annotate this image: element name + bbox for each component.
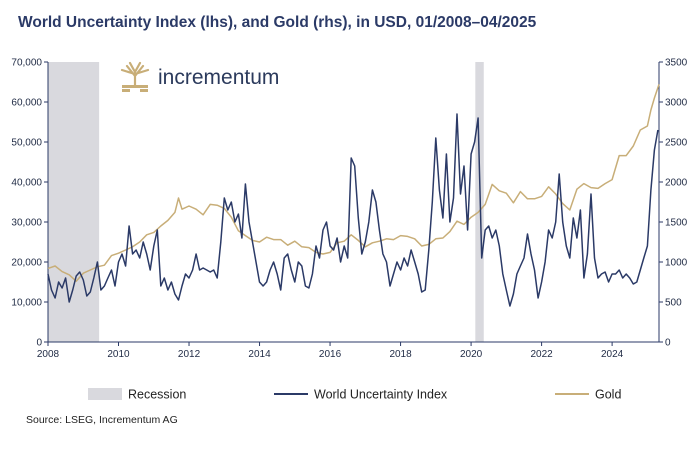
y-left-tick-label: 0 [36, 338, 42, 349]
y-right-tick-label: 3500 [665, 58, 688, 69]
y-right-tick-label: 2500 [665, 138, 688, 149]
recession-layer [48, 62, 484, 342]
x-tick-label: 2014 [248, 349, 271, 360]
y-left-tick-label: 60,000 [11, 98, 42, 109]
legend-label-recession: Recession [128, 388, 186, 402]
x-tick-label: 2012 [178, 349, 201, 360]
x-tick-label: 2018 [389, 349, 412, 360]
legend: Recession World Uncertainty Index Gold [88, 388, 621, 402]
logo-text: incrementum [158, 66, 279, 89]
y-left-tick-label: 30,000 [11, 218, 42, 229]
logo-block-left [122, 89, 130, 92]
series-line-gold [47, 84, 660, 282]
legend-swatch-recession [88, 388, 122, 400]
series-layer [47, 84, 660, 307]
logo-tree-icon [120, 61, 150, 92]
y-left-tick-label: 10,000 [11, 298, 42, 309]
y-left-tick-label: 20,000 [11, 258, 42, 269]
y-right-tick-label: 3000 [665, 98, 688, 109]
x-tick-label: 2008 [37, 349, 60, 360]
legend-label-gold: Gold [595, 388, 621, 402]
series-line-world-uncertainty-index [47, 113, 659, 307]
recession-band-1 [48, 62, 100, 342]
x-tick-label: 2024 [601, 349, 624, 360]
y-left-tick-label: 70,000 [11, 58, 42, 69]
y-left-tick-label: 50,000 [11, 138, 42, 149]
y-left-tick-label: 40,000 [11, 178, 42, 189]
y-right-tick-label: 500 [665, 298, 682, 309]
logo-tree-branches [120, 61, 150, 88]
x-tick-label: 2022 [530, 349, 553, 360]
source-note: Source: LSEG, Incrementum AG [26, 414, 178, 426]
chart-title: World Uncertainty Index (lhs), and Gold … [18, 14, 537, 31]
x-tick-label: 2020 [460, 349, 483, 360]
x-tick-label: 2010 [107, 349, 130, 360]
y-right-tick-label: 1500 [665, 218, 688, 229]
logo-block-right [140, 89, 148, 92]
legend-label-world-uncertainty-index: World Uncertainty Index [314, 388, 448, 402]
y-right-tick-label: 1000 [665, 258, 688, 269]
x-tick-label: 2016 [319, 349, 342, 360]
y-right-tick-label: 2000 [665, 178, 688, 189]
y-right-tick-label: 0 [665, 338, 671, 349]
logo-tree-ground [122, 85, 148, 88]
axes-layer: 0 0 10,000 500 20,000 1000 30,000 1500 40,000 200… [11, 58, 687, 361]
brand-logo: incrementum [120, 61, 279, 92]
